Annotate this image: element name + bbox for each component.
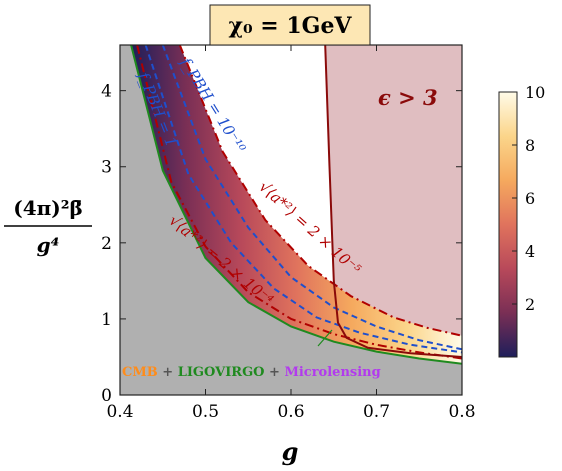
series-line-2 [178, 45, 462, 337]
series-line-4 [130, 45, 462, 365]
y-tick-label: 1 [101, 310, 112, 330]
x-tick-label: 0.4 [106, 402, 133, 422]
x-tick-label: 0.6 [277, 402, 304, 422]
gray-label-part: Microlensing [284, 365, 380, 380]
chart-title: χ₀ = 1GeV [228, 13, 352, 39]
y-axis-label-denominator: g⁴ [37, 233, 60, 257]
allowed-band [131, 45, 462, 364]
x-axis-label: g [282, 437, 299, 466]
y-axis-ticks: 0 1 2 3 4 [101, 82, 462, 406]
gray-label-part: LIGOVIRGO [178, 365, 265, 380]
colorbar [498, 91, 518, 358]
y-axis-label-numerator: (4π)²β̄ [13, 196, 83, 220]
colorbar-tick-label: 10 [525, 83, 545, 102]
colorbar-tick-label: 4 [525, 242, 535, 261]
gray-label-part: + [265, 365, 285, 380]
x-tick-label: 0.8 [448, 402, 475, 422]
y-tick-label: 4 [101, 82, 112, 102]
title-box [209, 4, 371, 46]
y-tick-label: 0 [101, 386, 112, 406]
y-tick-label: 3 [101, 158, 112, 178]
epsilon-region-label: ϵ > 3 [378, 85, 438, 110]
excluded-gray-region [120, 45, 462, 395]
excluded-gray-region-label: CMB + LIGOVIRGO + Microlensing [122, 365, 381, 380]
epsilon-boundary-line [324, 45, 462, 358]
gray-label-part: + [158, 365, 178, 380]
colorbar-tick-label: 8 [525, 136, 535, 155]
x-tick-label: 0.5 [192, 402, 219, 422]
plot-layers [120, 45, 462, 395]
series-line-1 [144, 45, 462, 354]
x-tick-label: 0.7 [363, 402, 390, 422]
series-layer [130, 45, 462, 365]
x-axis-ticks: 0.4 0.5 0.6 0.7 0.8 [106, 45, 476, 422]
colorbar-tick-label: 6 [525, 189, 535, 208]
y-tick-label: 2 [101, 234, 112, 254]
series-line-3 [136, 45, 462, 360]
series-line-0 [161, 45, 462, 351]
colorbar-tick-label: 2 [525, 295, 535, 314]
gray-label-part: CMB [122, 365, 158, 380]
epsilon-region [325, 45, 462, 357]
colorbar-ticks: 2 4 6 8 10 [512, 83, 545, 314]
green-curve-pointer [317, 329, 333, 347]
